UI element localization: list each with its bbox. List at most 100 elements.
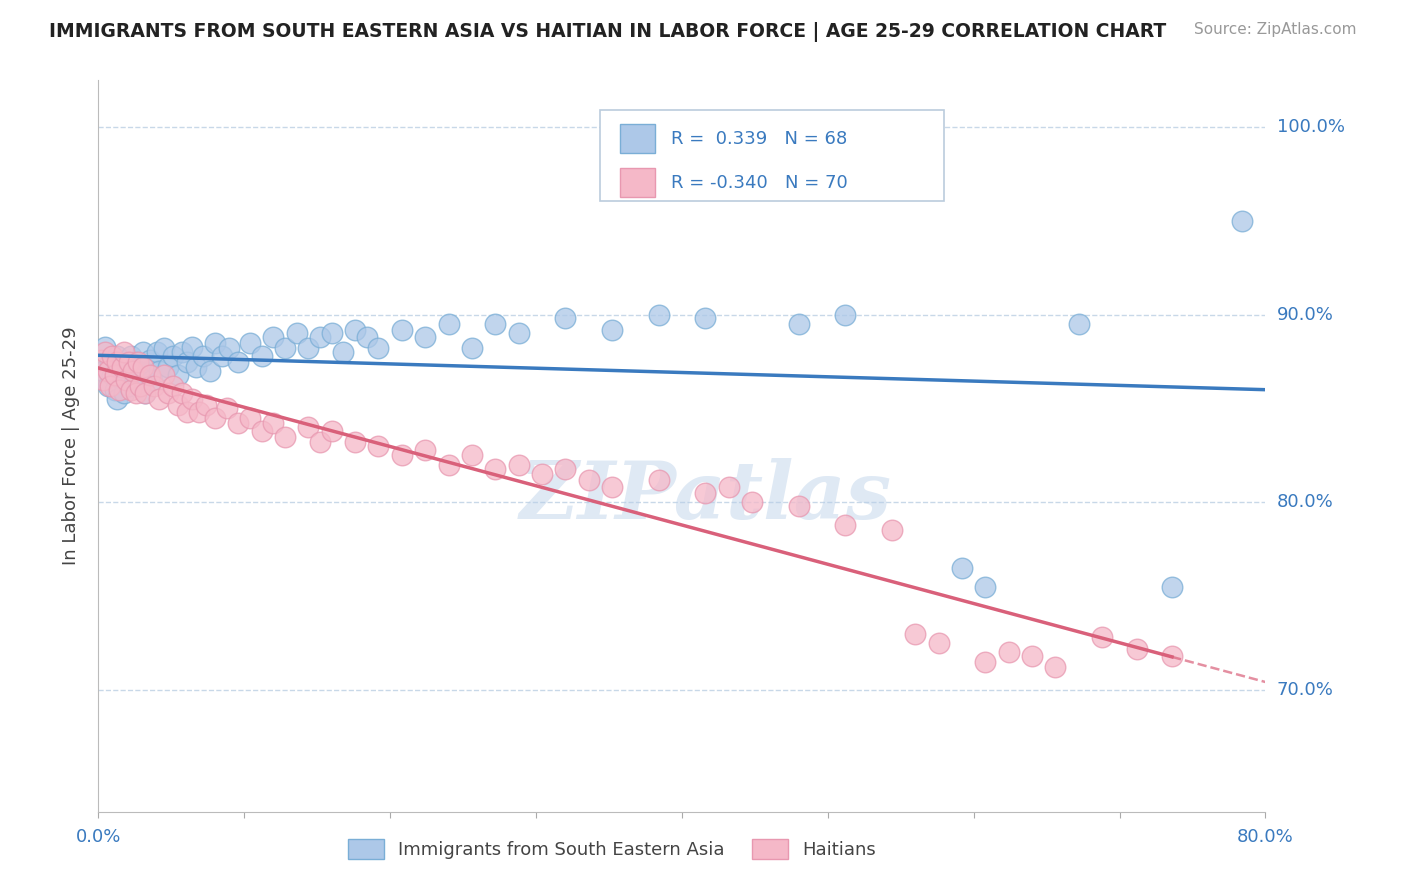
Point xyxy=(139,352,162,367)
Point xyxy=(250,349,273,363)
Point xyxy=(950,561,973,575)
Point xyxy=(1021,648,1043,663)
Point xyxy=(204,410,226,425)
Point xyxy=(695,311,717,326)
Point xyxy=(134,386,156,401)
Point xyxy=(437,317,460,331)
Point xyxy=(530,467,553,482)
Point xyxy=(484,317,506,331)
Point xyxy=(108,383,131,397)
Point xyxy=(105,349,128,363)
Point xyxy=(1045,660,1067,674)
Point xyxy=(104,368,127,382)
Point xyxy=(90,352,112,367)
Point xyxy=(157,360,180,375)
Point xyxy=(239,410,262,425)
Point xyxy=(600,323,623,337)
Point xyxy=(274,342,297,356)
Text: 70.0%: 70.0% xyxy=(1277,681,1333,698)
Point xyxy=(391,323,413,337)
Point xyxy=(787,317,810,331)
Point xyxy=(647,473,669,487)
Point xyxy=(974,655,997,669)
Point xyxy=(97,364,120,378)
Point xyxy=(344,323,367,337)
Point xyxy=(321,424,343,438)
Point xyxy=(239,335,262,350)
Point xyxy=(508,458,530,472)
Point xyxy=(162,379,184,393)
Point xyxy=(187,405,209,419)
Point xyxy=(94,340,117,354)
Point xyxy=(172,386,194,401)
Point xyxy=(111,360,134,375)
Point xyxy=(146,345,169,359)
Point xyxy=(309,330,332,344)
Point xyxy=(94,345,117,359)
Text: 80.0%: 80.0% xyxy=(1277,493,1333,511)
Point xyxy=(104,383,127,397)
Point xyxy=(162,349,184,363)
Point xyxy=(211,349,233,363)
Point xyxy=(132,360,155,375)
Text: IMMIGRANTS FROM SOUTH EASTERN ASIA VS HAITIAN IN LABOR FORCE | AGE 25-29 CORRELA: IMMIGRANTS FROM SOUTH EASTERN ASIA VS HA… xyxy=(49,22,1167,42)
Point xyxy=(391,449,413,463)
Point xyxy=(262,330,284,344)
Point xyxy=(152,342,174,356)
Text: R = -0.340   N = 70: R = -0.340 N = 70 xyxy=(672,174,848,192)
Point xyxy=(834,308,856,322)
Text: 90.0%: 90.0% xyxy=(1277,306,1333,324)
Point xyxy=(194,398,217,412)
Point xyxy=(141,373,163,387)
Point xyxy=(1067,317,1090,331)
Point xyxy=(152,368,174,382)
Point xyxy=(176,354,198,368)
Point xyxy=(554,461,576,475)
Text: R =  0.339   N = 68: R = 0.339 N = 68 xyxy=(672,130,848,148)
Point xyxy=(91,364,114,378)
Point xyxy=(1126,641,1149,656)
Point xyxy=(1161,580,1184,594)
Point xyxy=(321,326,343,341)
Text: ZIPatlas: ZIPatlas xyxy=(519,458,891,536)
Point xyxy=(228,354,250,368)
Point xyxy=(115,373,138,387)
Point xyxy=(332,345,354,359)
Point xyxy=(193,349,215,363)
Point xyxy=(787,499,810,513)
Point xyxy=(98,354,121,368)
Point xyxy=(215,401,238,416)
FancyBboxPatch shape xyxy=(620,168,655,197)
Point xyxy=(437,458,460,472)
Point xyxy=(122,368,145,382)
Point xyxy=(172,345,194,359)
Text: 100.0%: 100.0% xyxy=(1277,118,1344,136)
Point xyxy=(228,417,250,431)
Point xyxy=(1161,648,1184,663)
Point xyxy=(129,379,152,393)
Point xyxy=(741,495,763,509)
Point xyxy=(122,364,145,378)
Point xyxy=(101,368,124,382)
Point xyxy=(600,480,623,494)
Point xyxy=(554,311,576,326)
Point xyxy=(218,342,240,356)
Point xyxy=(997,645,1019,659)
Point xyxy=(139,368,162,382)
Point xyxy=(166,398,188,412)
Point xyxy=(136,366,159,380)
Point xyxy=(695,486,717,500)
Point xyxy=(578,473,600,487)
Point xyxy=(413,330,436,344)
Point xyxy=(200,364,222,378)
Point xyxy=(132,345,155,359)
Point xyxy=(112,386,135,401)
Point xyxy=(148,392,170,406)
Point xyxy=(356,330,378,344)
Point xyxy=(111,373,134,387)
Point xyxy=(180,340,202,354)
Point xyxy=(974,580,997,594)
Point xyxy=(204,335,226,350)
Point xyxy=(105,392,128,406)
FancyBboxPatch shape xyxy=(620,124,655,153)
